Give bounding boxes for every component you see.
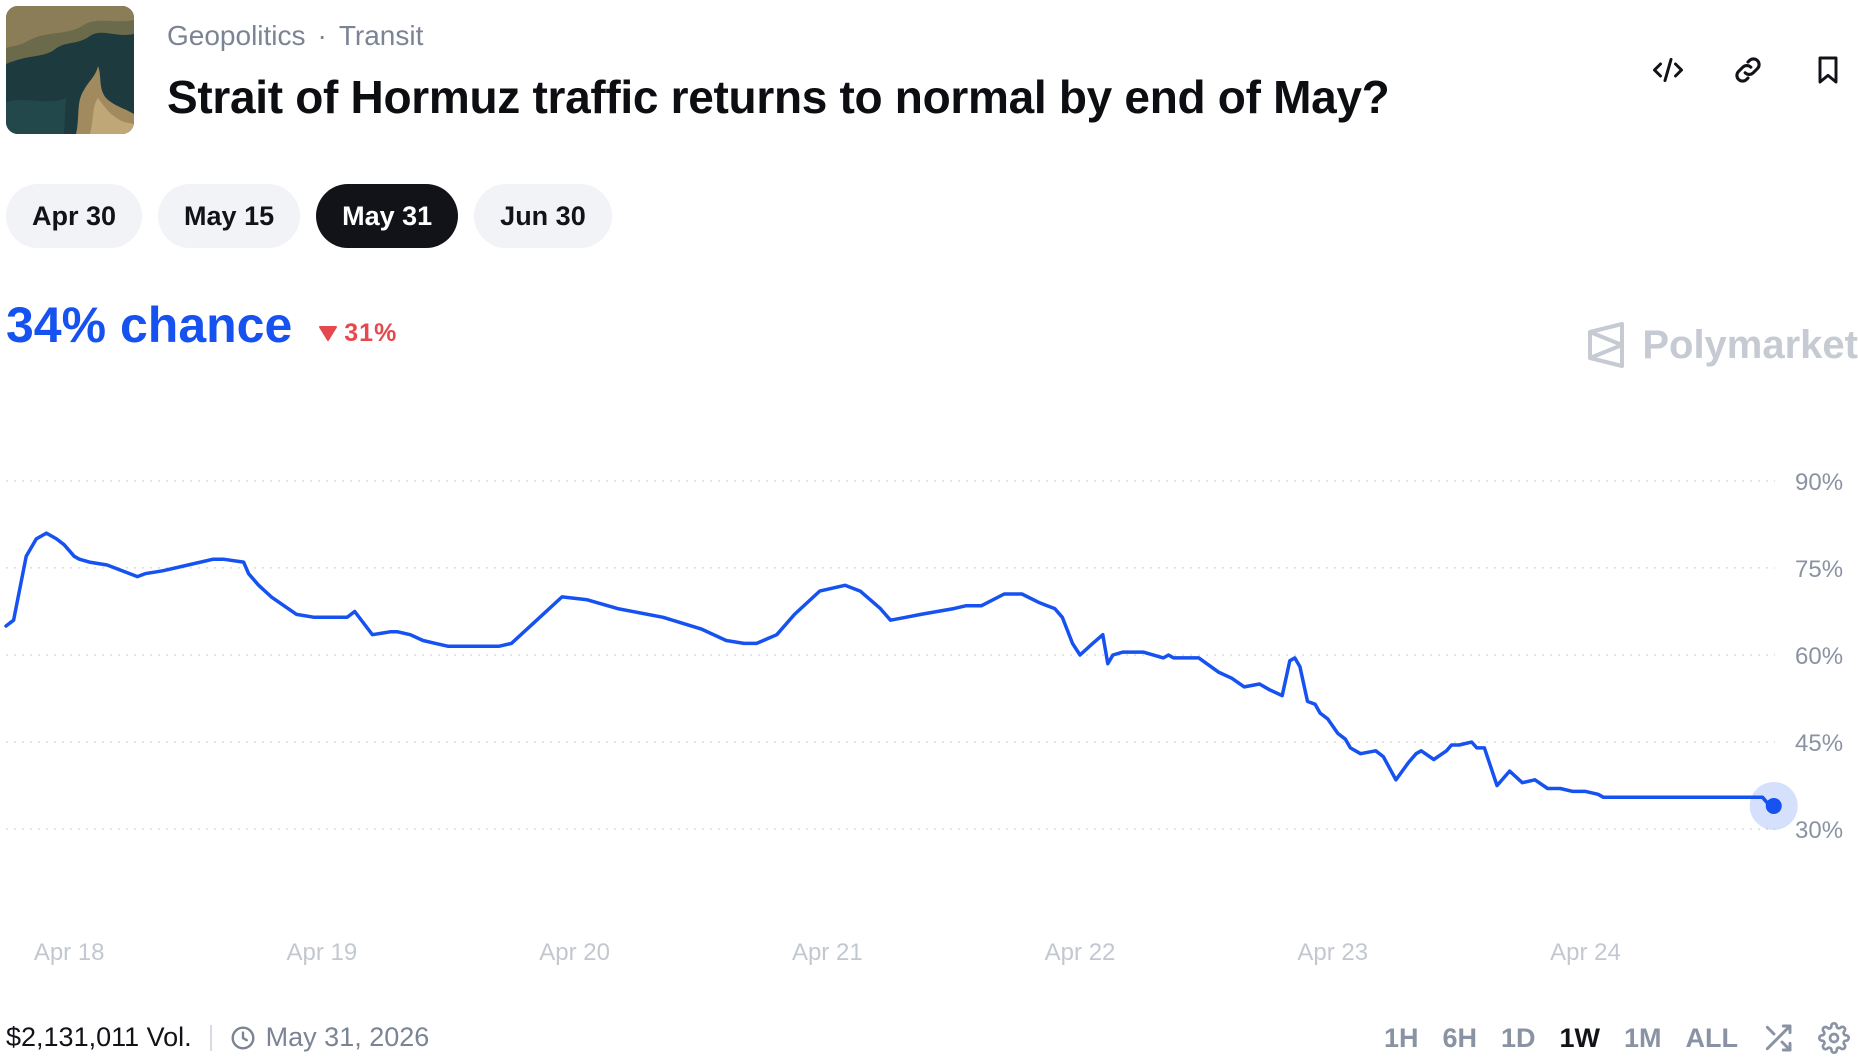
range-1m[interactable]: 1M (1624, 1022, 1662, 1053)
polymarket-logo-icon (1588, 322, 1625, 368)
range-6h[interactable]: 6H (1442, 1022, 1477, 1053)
breadcrumb-category[interactable]: Geopolitics (167, 20, 306, 51)
range-1w[interactable]: 1W (1559, 1022, 1601, 1053)
x-tick-label: Apr 20 (539, 939, 610, 966)
brand-name: Polymarket (1642, 322, 1858, 367)
current-point (1765, 797, 1782, 814)
tab-jun-30[interactable]: Jun 30 (474, 184, 612, 248)
end-date: May 31, 2026 (230, 1022, 430, 1053)
tab-may-15[interactable]: May 15 (158, 184, 301, 248)
caret-down-icon (319, 326, 338, 341)
date-tabs: Apr 30 May 15 May 31 Jun 30 (6, 184, 612, 248)
series-line (4, 531, 1777, 808)
breadcrumb-subcategory[interactable]: Transit (338, 20, 424, 51)
x-tick-label: Apr 23 (1297, 939, 1368, 966)
breadcrumb-separator: · (317, 20, 327, 51)
settings-button[interactable] (1818, 1022, 1850, 1054)
time-range-selector: 1H 6H 1D 1W 1M ALL (1384, 1022, 1850, 1054)
embed-icon (1653, 58, 1683, 82)
range-1h[interactable]: 1H (1383, 1022, 1419, 1053)
breadcrumb: Geopolitics · Transit (167, 20, 423, 52)
x-tick-label: Apr 22 (1045, 939, 1116, 966)
chance-value: 34% chance (6, 297, 293, 353)
header-actions (1646, 48, 1850, 92)
clock-icon (231, 1026, 255, 1049)
tab-apr-30[interactable]: Apr 30 (6, 184, 143, 248)
link-icon (1735, 57, 1761, 83)
y-tick-label: 90% (1795, 469, 1843, 496)
x-tick-label: Apr 19 (287, 939, 358, 966)
gear-icon (1818, 1022, 1850, 1054)
x-tick-label: Apr 21 (792, 939, 863, 966)
y-tick-label: 60% (1795, 643, 1843, 670)
range-1d[interactable]: 1D (1500, 1022, 1536, 1053)
tab-may-31[interactable]: May 31 (316, 184, 459, 248)
embed-button[interactable] (1646, 48, 1690, 92)
brand-watermark: Polymarket (1586, 322, 1858, 368)
strait-map-image (6, 6, 134, 134)
copy-link-button[interactable] (1726, 48, 1770, 92)
range-all[interactable]: ALL (1685, 1022, 1738, 1053)
footer-divider (209, 1024, 212, 1051)
bookmark-button[interactable] (1806, 48, 1850, 92)
chance-delta-value: 31% (344, 318, 398, 347)
volume-value: $2,131,011 Vol. (6, 1022, 192, 1052)
chance-delta: 31% (318, 319, 397, 348)
probability-chart[interactable]: 90% 75% 60% 45% 30% Apr 18 Apr 19 Apr 20 Apr 21 A… (0, 430, 1858, 970)
x-tick-label: Apr 24 (1550, 939, 1621, 966)
chance-summary: 34% chance 31% (6, 296, 397, 354)
shuffle-button[interactable] (1762, 1022, 1794, 1054)
y-tick-label: 30% (1795, 817, 1843, 844)
end-date-value: May 31, 2026 (265, 1022, 430, 1052)
y-tick-label: 45% (1795, 730, 1843, 757)
bookmark-icon (1818, 56, 1838, 84)
x-tick-label: Apr 18 (34, 939, 105, 966)
market-title: Strait of Hormuz traffic returns to norm… (167, 71, 1390, 123)
market-footer: $2,131,011 Vol. May 31, 2026 (6, 1022, 429, 1053)
y-tick-label: 75% (1795, 556, 1843, 583)
market-thumbnail (6, 6, 134, 134)
shuffle-icon (1765, 1024, 1792, 1052)
